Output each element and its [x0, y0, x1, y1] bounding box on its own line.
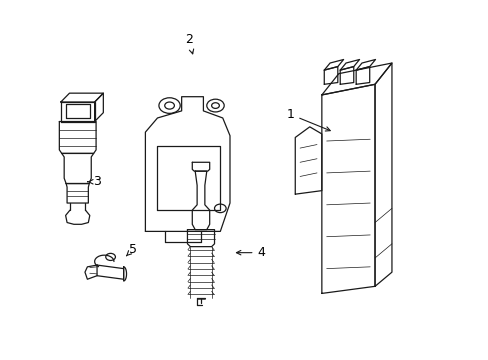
Text: 1: 1: [286, 108, 329, 131]
Text: 3: 3: [87, 175, 101, 188]
Text: 5: 5: [126, 243, 137, 256]
Text: 2: 2: [184, 33, 193, 54]
Text: 4: 4: [236, 246, 265, 259]
